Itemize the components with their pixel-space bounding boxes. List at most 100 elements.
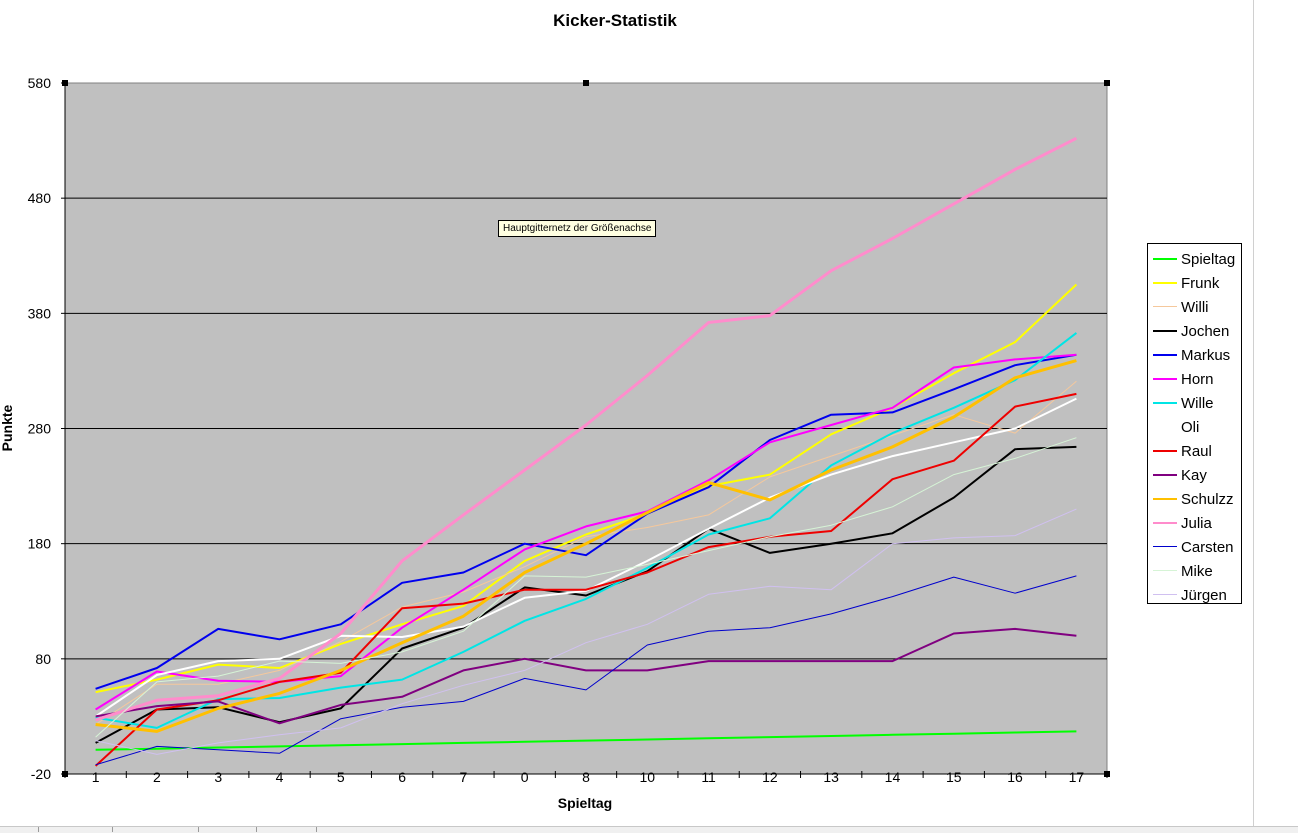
legend-item[interactable]: Carsten — [1148, 535, 1243, 559]
selection-handle — [583, 80, 589, 86]
legend-item[interactable]: Schulzz — [1148, 487, 1243, 511]
legend-label: Willi — [1181, 299, 1209, 316]
x-tick-label: 0 — [521, 769, 529, 785]
series-line-horn — [95, 353, 1077, 711]
legend-label: Spieltag — [1181, 251, 1236, 268]
legend-label: Kay — [1181, 467, 1207, 484]
series-line-jochen — [95, 445, 1077, 744]
y-tick-label: 580 — [28, 75, 52, 91]
legend-item[interactable]: Spieltag — [1148, 247, 1243, 271]
legend-item[interactable]: Jürgen — [1148, 583, 1243, 607]
x-tick-label: 1 — [92, 769, 100, 785]
y-tick-label: 280 — [28, 421, 52, 437]
y-tick-label: 380 — [28, 305, 52, 321]
sheet-tab-divider — [256, 827, 257, 832]
series-line-raul — [94, 392, 1077, 767]
legend-swatch — [1153, 258, 1177, 260]
y-axis-title: Punkte — [0, 404, 15, 451]
selection-handle — [62, 80, 68, 86]
x-tick-label: 17 — [1069, 769, 1085, 785]
sheet-tab-divider — [198, 827, 199, 832]
gridline-tooltip: Hauptgitternetz der Größenachse — [498, 220, 657, 237]
legend-label: Frunk — [1181, 275, 1220, 292]
selection-handle — [1104, 80, 1110, 86]
x-tick-label: 3 — [214, 769, 222, 785]
y-tick-label: 80 — [35, 651, 51, 667]
legend-item[interactable]: Julia — [1148, 511, 1243, 535]
series-line-willi — [95, 380, 1077, 725]
series-line-mike — [95, 437, 1077, 738]
x-tick-label: 6 — [398, 769, 406, 785]
x-tick-label: 14 — [885, 769, 901, 785]
legend-swatch — [1153, 522, 1177, 524]
legend-swatch — [1153, 546, 1177, 547]
legend-swatch — [1153, 354, 1177, 356]
legend-label: Julia — [1181, 515, 1212, 532]
legend-item[interactable]: Frunk — [1148, 271, 1243, 295]
legend-label: Schulzz — [1181, 491, 1234, 508]
legend-swatch — [1153, 474, 1177, 476]
legend-label: Markus — [1181, 347, 1231, 364]
legend-swatch — [1153, 330, 1177, 332]
legend-swatch — [1153, 570, 1177, 571]
selection-handle — [1104, 771, 1110, 777]
selection-handle — [62, 771, 68, 777]
legend-item[interactable]: Raul — [1148, 439, 1243, 463]
legend-item[interactable]: Horn — [1148, 367, 1243, 391]
series-line-markus — [95, 353, 1077, 690]
sheet-tab-divider — [316, 827, 317, 832]
y-tick-label: 180 — [28, 536, 52, 552]
x-tick-label: 15 — [946, 769, 962, 785]
legend-swatch — [1153, 498, 1177, 500]
sheet-edge — [1253, 0, 1254, 832]
legend-label: Jochen — [1181, 323, 1230, 340]
legend-item[interactable]: Kay — [1148, 463, 1243, 487]
legend-label: Oli — [1181, 419, 1200, 436]
legend-swatch — [1153, 378, 1177, 380]
legend-item[interactable]: Mike — [1148, 559, 1243, 583]
y-tick-label: -20 — [31, 766, 51, 782]
legend-item[interactable]: Jochen — [1148, 319, 1243, 343]
x-tick-label: 8 — [582, 769, 590, 785]
sheet-tab-bar — [0, 826, 1298, 833]
legend-label: Carsten — [1181, 539, 1234, 556]
x-tick-label: 5 — [337, 769, 345, 785]
legend-swatch — [1153, 450, 1177, 452]
x-tick-label: 11 — [701, 769, 716, 785]
chart-title: Kicker-Statistik — [553, 11, 677, 30]
legend-swatch — [1153, 594, 1177, 595]
legend-item[interactable]: Willi — [1148, 295, 1243, 319]
x-tick-label: 4 — [276, 769, 284, 785]
y-tick-label: 480 — [28, 190, 52, 206]
legend-label: Raul — [1181, 443, 1212, 460]
series-line-frunk — [95, 283, 1078, 694]
legend-label: Wille — [1181, 395, 1214, 412]
sheet-tab-divider — [38, 827, 39, 832]
legend-swatch — [1153, 426, 1177, 428]
series-line-julia — [95, 136, 1078, 722]
legend-item[interactable]: Markus — [1148, 343, 1243, 367]
sheet-tab-divider — [112, 827, 113, 832]
legend-label: Horn — [1181, 371, 1214, 388]
legend-label: Mike — [1181, 563, 1213, 580]
series-line-spieltag — [95, 730, 1077, 751]
x-tick-label: 12 — [762, 769, 778, 785]
x-tick-label: 2 — [153, 769, 161, 785]
legend-item[interactable]: Oli — [1148, 415, 1243, 439]
x-tick-label: 13 — [823, 769, 839, 785]
legend-swatch — [1153, 282, 1177, 284]
series-line-schulzz — [95, 359, 1077, 733]
series-line-oli — [95, 397, 1077, 718]
x-tick-label: 10 — [640, 769, 656, 785]
legend-swatch — [1153, 402, 1177, 404]
series-line-juergen — [95, 508, 1077, 755]
legend-swatch — [1153, 306, 1177, 307]
x-tick-label: 16 — [1007, 769, 1023, 785]
legend-label: Jürgen — [1181, 587, 1227, 604]
chart-legend[interactable]: Spieltag Frunk Willi Jochen Markus Horn Wille O… — [1147, 243, 1242, 604]
x-tick-label: 7 — [460, 769, 468, 785]
legend-item[interactable]: Wille — [1148, 391, 1243, 415]
series-line-carsten — [95, 575, 1077, 766]
